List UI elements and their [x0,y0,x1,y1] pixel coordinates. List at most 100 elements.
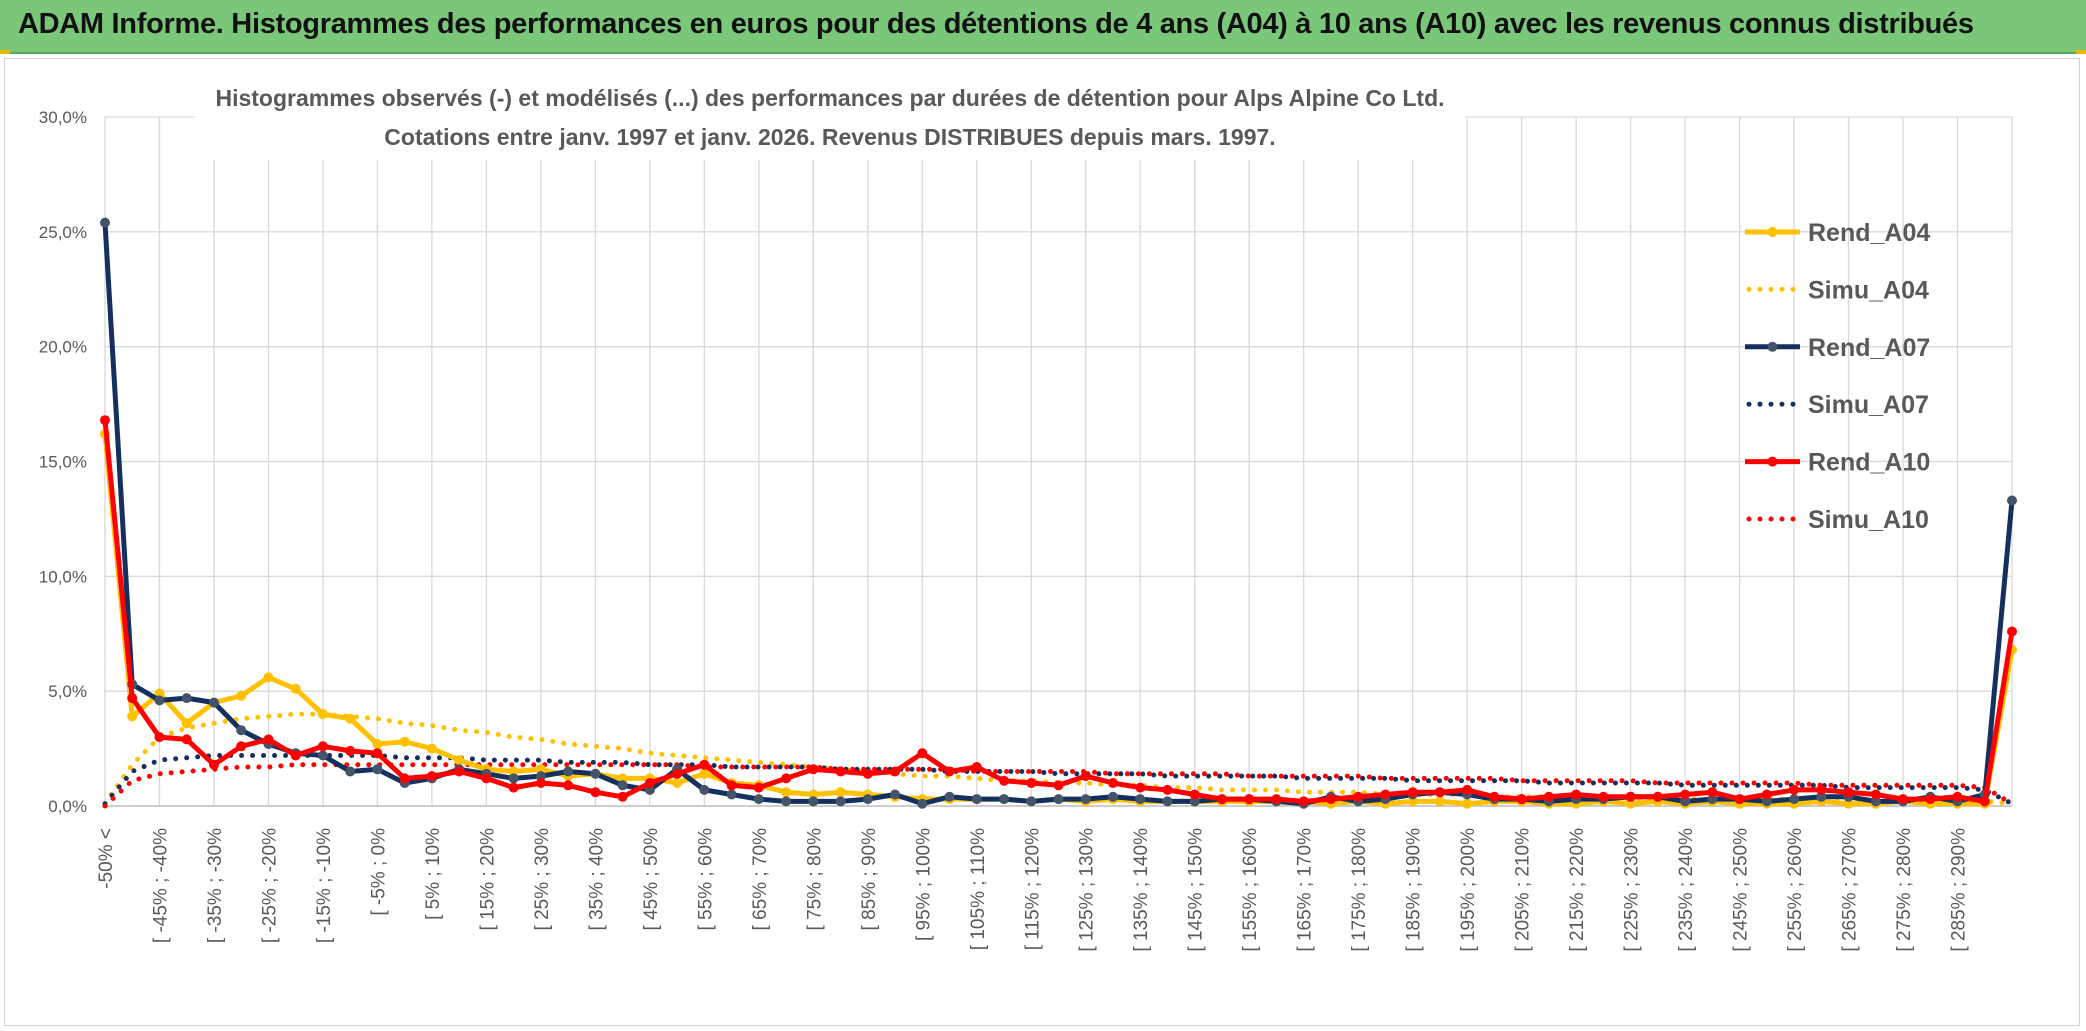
x-tick-label: [ 205% ; 210% [1513,828,1534,952]
data-point [1217,794,1227,805]
data-point [1189,796,1200,807]
data-point [699,759,710,770]
data-point [454,766,465,777]
data-point [1434,787,1445,798]
x-tick-label: [ -25% ; -20% [259,828,280,943]
data-point [399,773,410,784]
data-point [890,766,900,777]
x-tick-label: [ 85% ; 90% [859,828,880,931]
x-tick-label: [ 135% ; 140% [1131,828,1152,952]
data-point [781,773,792,784]
title-background [195,80,1465,160]
x-tick-label: [ 185% ; 190% [1404,828,1425,952]
data-point [290,750,301,761]
y-axis-ticks: 0,0% 5,0% 10,0% 15,0% 20,0% 25,0% 30,0% [39,108,87,816]
x-tick-label: [ -15% ; -10% [314,828,335,943]
data-point [399,736,410,747]
data-point [236,741,247,752]
data-point [1080,771,1091,782]
data-point [590,768,601,779]
data-point [209,697,219,708]
x-tick-label: [ 215% ; 220% [1567,828,1588,952]
data-point [808,796,819,807]
data-point [1870,789,1881,800]
data-point [1789,794,1800,805]
data-point [209,759,219,770]
data-point [1489,791,1500,802]
data-point [127,711,138,722]
data-point [1734,794,1745,805]
data-point [999,794,1009,805]
data-point [944,791,955,802]
data-point [1407,796,1418,807]
report-title: ADAM Informe. Histogrammes des performan… [18,8,1974,40]
data-point [917,748,928,759]
data-point [1108,791,1118,802]
x-tick-label: [ 115% ; 120% [1022,828,1043,950]
data-point [372,764,383,775]
data-point [1680,796,1691,807]
data-point [835,766,846,777]
data-point [1979,796,1990,807]
corner-accent-left [0,50,10,54]
data-point [617,773,628,784]
series-rend-a04 [100,428,2017,809]
x-tick-label: [ 285% ; 290% [1949,828,1970,952]
series-simu-a07 [102,753,2015,807]
data-point [1380,789,1391,800]
data-point [862,794,873,805]
legend-item-simu-a04: Simu_A04 [1746,276,1929,304]
data-point [917,798,928,809]
data-point [181,693,192,704]
data-point [672,778,683,788]
legend-label: Rend_A10 [1808,449,1930,477]
data-point [1162,796,1173,807]
data-point [535,771,546,782]
data-point [971,762,982,772]
data-point [127,693,138,704]
data-point [2007,626,2017,637]
legend-item-simu-a07: Simu_A07 [1746,391,1929,419]
data-point [1843,787,1854,798]
data-point [100,217,110,228]
data-point [263,672,274,683]
chart-frame [4,58,2080,1026]
data-point [971,794,982,805]
data-point [1325,794,1336,805]
data-point [372,739,383,749]
data-point [317,709,328,720]
data-point [100,415,110,426]
x-tick-label: [ -5% ; 0% [368,828,389,916]
data-point [372,748,383,759]
data-point [263,734,274,745]
series-line [102,433,2015,807]
y-tick-label: 20,0% [39,338,87,357]
data-point [617,791,628,802]
x-tick-label: [ 235% ; 240% [1676,828,1697,952]
data-point [808,789,819,800]
series-line [102,762,2015,809]
data-point [2007,495,2017,506]
legend-marker [1767,341,1778,352]
report-banner: ADAM Informe. Histogrammes des performan… [0,0,2086,54]
data-point [1080,794,1091,805]
data-point [154,732,165,743]
chart-title-line1: Histogrammes observés (-) et modélisés (… [215,85,1444,111]
data-point [154,688,165,699]
data-point [481,773,492,784]
data-point [781,787,792,798]
data-point [1189,789,1200,800]
data-point [1925,794,1936,805]
x-tick-label: [ -35% ; -30% [205,828,226,943]
data-point [1135,794,1146,805]
x-tick-label: [ 275% ; 280% [1894,828,1915,952]
x-tick-label: [ 65% ; 70% [750,828,771,931]
data-point [835,796,846,807]
data-point [835,787,846,798]
data-point [617,780,628,791]
series-simu-a10 [102,762,2015,809]
data-point [1271,794,1282,805]
data-point [345,766,356,777]
y-tick-label: 0,0% [48,797,87,816]
data-point [1353,791,1364,802]
